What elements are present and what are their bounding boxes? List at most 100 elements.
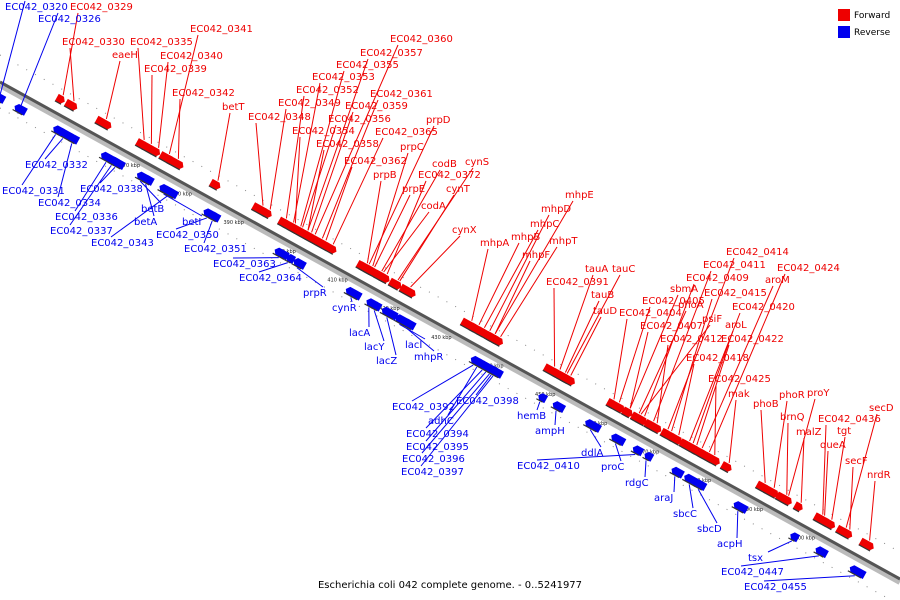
gene-label-betT: betT xyxy=(222,102,245,113)
gene-glyph-EC042_0329 xyxy=(54,93,65,105)
leader-line-EC042_0358 xyxy=(307,149,325,231)
gene-shadow xyxy=(813,551,824,558)
gene-glyph-EC042_0362 xyxy=(314,237,331,252)
gene-shadow xyxy=(792,507,800,513)
gene-glyph-rdgC xyxy=(642,451,655,462)
gene-label-adhC: adhC xyxy=(428,416,454,427)
gene-label-EC042_0330: EC042_0330 xyxy=(62,37,125,48)
gene-shadow xyxy=(550,406,561,413)
gene-body xyxy=(345,286,363,301)
gene-glyph-EC042_0422 xyxy=(688,443,699,455)
gene-glyph-EC042_0340 xyxy=(150,146,161,158)
genome-axis-shadow xyxy=(0,82,900,585)
leader-line-EC042_0394 xyxy=(425,369,483,429)
leader-line-tsx xyxy=(767,540,793,553)
gene-label-EC042_0349: EC042_0349 xyxy=(278,98,341,109)
gene-body xyxy=(251,202,269,217)
gene-label-EC042_0329: EC042_0329 xyxy=(70,2,133,13)
gene-shadow xyxy=(295,233,310,242)
gene-glyph-acpH xyxy=(731,501,749,514)
genome-axis xyxy=(0,54,900,600)
gene-label-codA: codA xyxy=(421,201,446,212)
gene-label-lacZ: lacZ xyxy=(376,356,397,367)
gene-glyph-araJ xyxy=(669,466,685,479)
gene-label-aroM: aroM xyxy=(765,275,790,286)
gene-glyph-tsx xyxy=(788,532,801,543)
gene-label-mhpR: mhpR xyxy=(414,352,443,363)
legend-reverse-label: Reverse xyxy=(854,28,891,38)
gene-glyph-prpE xyxy=(363,264,379,279)
gene-label-cynS: cynS xyxy=(465,157,489,168)
gene-body xyxy=(373,269,387,282)
gene-shadow xyxy=(284,259,291,264)
gene-body xyxy=(630,411,645,424)
gene-label-EC042_0412: EC042_0412 xyxy=(660,334,723,345)
leader-line-phoR xyxy=(773,400,788,488)
gene-glyph-EC042_0352 xyxy=(276,216,289,229)
gene-glyph-EC042_0334 xyxy=(68,134,81,145)
gene-glyph-EC042_0455 xyxy=(847,565,867,579)
leader-line-proC xyxy=(614,443,622,462)
leader-line-mhpD xyxy=(489,214,550,331)
gene-label-lacI: lacI xyxy=(405,340,422,351)
gene-label-EC042_0455: EC042_0455 xyxy=(744,582,807,593)
gene-label-psiF: psiF xyxy=(702,314,722,325)
gene-shadow xyxy=(50,130,60,136)
gene-body xyxy=(646,420,662,434)
leader-line-EC042_0336 xyxy=(74,161,107,212)
leader-line-EC042_0351 xyxy=(203,220,213,244)
gene-label-ampH: ampH xyxy=(535,426,565,437)
gene-body xyxy=(812,512,830,527)
gene-shadow xyxy=(582,424,597,433)
gene-glyph-EC042_0337 xyxy=(107,156,120,167)
gene-label-phoB: phoB xyxy=(753,399,779,410)
gene-body xyxy=(296,227,314,241)
leader-line-phoB xyxy=(760,409,766,483)
gene-body xyxy=(542,363,560,378)
gene-glyph-ampH xyxy=(550,401,567,414)
leader-line-EC042_0356 xyxy=(302,124,337,228)
genome-axis-line xyxy=(0,80,900,581)
leader-line-sbmA xyxy=(629,294,679,409)
gene-glyph-EC042_0404 xyxy=(605,398,616,409)
leader-line-EC042_0341 xyxy=(168,34,199,154)
gene-label-tauA: tauA xyxy=(585,264,608,275)
leader-line-EC042_0330 xyxy=(69,47,75,102)
gene-body xyxy=(459,317,477,332)
gene-label-EC042_0411: EC042_0411 xyxy=(703,260,766,271)
leader-line-EC042_0350 xyxy=(175,217,207,230)
gene-body xyxy=(668,432,683,445)
leader-line-EC042_0354 xyxy=(294,136,301,224)
gene-glyph-betT xyxy=(208,178,221,191)
gene-body xyxy=(585,419,603,433)
gene-body xyxy=(0,94,7,104)
gene-label-EC042_0350: EC042_0350 xyxy=(156,230,219,241)
gene-label-prpR: prpR xyxy=(303,288,327,299)
gene-label-acpH: acpH xyxy=(717,539,743,550)
leader-line-EC042_0418 xyxy=(678,363,695,436)
gene-body xyxy=(398,283,416,298)
legend-forward-label: Forward xyxy=(854,11,890,21)
gene-shadow xyxy=(559,379,572,387)
gene-body xyxy=(671,466,685,479)
gene-label-EC042_0415: EC042_0415 xyxy=(704,288,767,299)
gene-label-brnQ: brnQ xyxy=(780,412,805,423)
leader-line-EC042_0365 xyxy=(332,137,384,245)
gene-labels: EC042_0329 EC042_0330 eaeH EC042_0335 EC042_… xyxy=(2,2,894,593)
gene-shadow xyxy=(681,478,696,488)
gene-label-EC042_0352: EC042_0352 xyxy=(296,85,359,96)
gene-label-EC042_0391: EC042_0391 xyxy=(546,277,609,288)
leader-line-ddlA xyxy=(589,429,602,448)
gene-label-mhpB: mhpB xyxy=(511,232,540,243)
gene-body xyxy=(849,565,867,579)
leader-line-EC042_0407 xyxy=(629,331,649,409)
leader-line-EC042_0349 xyxy=(269,108,287,210)
legend: Forward Reverse xyxy=(838,9,891,38)
leader-line-prpC xyxy=(372,152,409,267)
gene-shadow xyxy=(731,506,744,514)
leader-line-mhpF xyxy=(494,260,531,334)
leader-line-EC042_0404 xyxy=(613,318,628,400)
gene-glyph-mak xyxy=(719,461,732,474)
gene-shadow xyxy=(343,291,358,301)
leader-line-EC042_0398 xyxy=(475,374,492,396)
